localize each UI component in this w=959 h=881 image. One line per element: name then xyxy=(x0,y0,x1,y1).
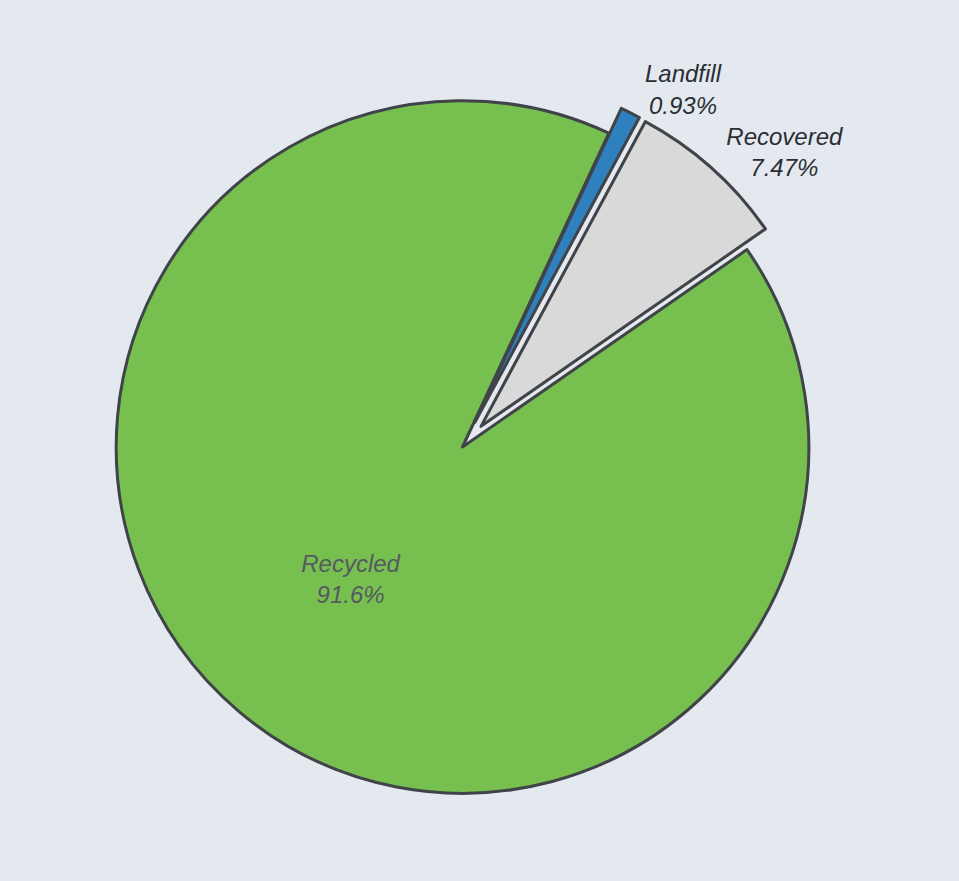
svg-text:Recycled91.6%: Recycled91.6% xyxy=(301,550,400,608)
svg-text:Landfill0.93%: Landfill0.93% xyxy=(645,60,722,118)
svg-text:Recovered7.47%: Recovered7.47% xyxy=(726,123,843,181)
